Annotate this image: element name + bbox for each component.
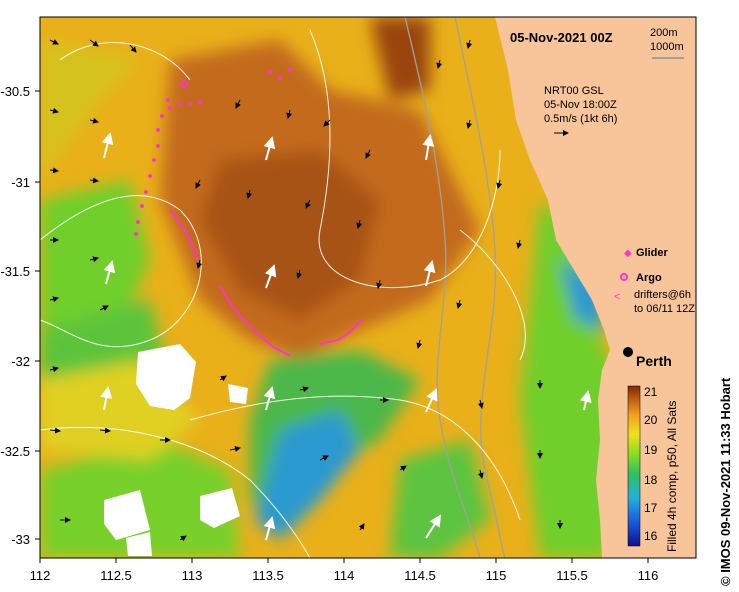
drifter-icon: < [614, 291, 620, 303]
y-tick: -32.5 [0, 444, 30, 459]
current-source: NRT00 GSL [544, 85, 604, 97]
glider-track [134, 68, 292, 236]
x-tick: 116 [638, 568, 659, 583]
colorbar-tick: 19 [644, 443, 658, 457]
colorbar-tick: 20 [644, 413, 658, 427]
x-tick: 113 [182, 568, 203, 583]
contour-label-1000m: 1000m [650, 41, 684, 53]
x-tick: 112 [30, 568, 51, 583]
land-mass [495, 17, 696, 558]
x-tick: 113.5 [252, 568, 284, 583]
y-tick: -31 [11, 175, 30, 190]
colorbar-tick: 16 [644, 529, 658, 543]
city-label-perth: Perth [636, 353, 672, 369]
drifter-tracks [169, 209, 363, 357]
x-tick: 114 [334, 568, 355, 583]
x-tick: 115 [486, 568, 507, 583]
y-tick: -31.5 [0, 264, 30, 279]
glider-icon: ◆ [624, 248, 632, 259]
x-tick: 115.5 [556, 568, 588, 583]
y-tick: -33 [11, 532, 30, 547]
plot-frame [39, 16, 697, 559]
colorbar-label: Filled 4h comp, p50, All Sats [665, 401, 679, 552]
x-tick: 114.5 [404, 568, 436, 583]
map-title: 05-Nov-2021 00Z [510, 30, 613, 45]
contour-label-200m: 200m [650, 27, 678, 39]
current-scale: 0.5m/s (1kt 6h) [544, 113, 617, 125]
credit-text: © IMOS 09-Nov-2021 11:33 Hobart [718, 377, 733, 586]
colorbar-tick: 17 [644, 501, 658, 515]
y-tick: -32 [11, 354, 30, 369]
colorbar-tick: 21 [644, 385, 658, 399]
x-axis-labels: 112 112.5 113 113.5 114 114.5 115 115.5 … [30, 568, 659, 583]
legend: ◆ Glider Argo < drifters@6h to 06/11 12Z [614, 247, 695, 315]
y-tick: -30.5 [0, 84, 30, 99]
legend-drifters-line1: drifters@6h [634, 289, 691, 301]
sst-field [40, 17, 696, 558]
x-tick: 112.5 [100, 568, 132, 583]
legend-drifters-line2: to 06/11 12Z [634, 303, 695, 315]
colorbar-tick: 18 [644, 473, 658, 487]
perth-marker [623, 347, 633, 357]
colorbar [627, 385, 641, 547]
argo-icon [620, 273, 628, 281]
legend-glider: Glider [636, 247, 669, 259]
colorbar-ticks: 21 20 19 18 17 16 [644, 385, 658, 543]
legend-argo: Argo [636, 272, 662, 284]
y-axis-labels: -30.5 -31 -31.5 -32 -32.5 -33 [0, 84, 30, 547]
current-time: 05-Nov 18:00Z [544, 99, 617, 111]
